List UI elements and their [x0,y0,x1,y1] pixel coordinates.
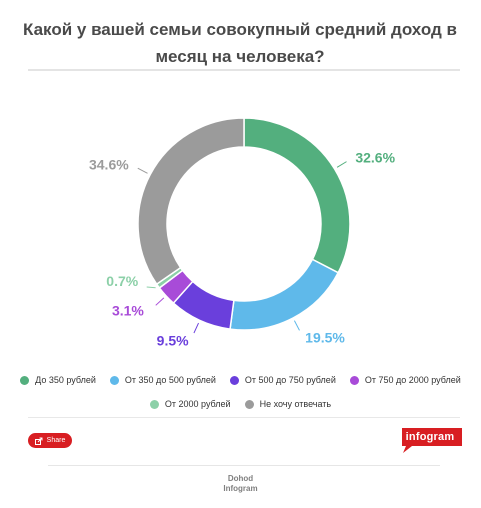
chart-title: Какой у вашей семьи совокупный средний д… [20,16,460,70]
donut-slice-1[interactable] [243,117,351,274]
legend-swatch-5 [149,399,159,409]
infogram-logo-text: infogram [405,431,455,443]
leader-line-2 [293,320,300,331]
donut-slice-6[interactable] [137,117,245,286]
chart-legend: До 350 рублей От 350 до 500 рублей От 500 … [0,373,481,411]
legend-label-1: До 350 рублей [35,375,96,385]
legend-swatch-6 [244,399,254,409]
legend-label-6: Не хочу отвечать [259,399,332,409]
chart-title-line2: месяц на человека? [155,47,325,66]
leader-line-4 [155,297,165,306]
legend-item-4[interactable]: От 750 до 2000 рублей [349,375,461,385]
footer-link-infogram[interactable]: Infogram [223,484,258,493]
leader-line-3 [193,322,199,334]
footer-link-dohod[interactable]: Dohod [227,474,254,483]
chart-title-line1: Какой у вашей семьи совокупный средний д… [23,20,457,39]
share-button[interactable]: Share [28,433,72,448]
legend-label-4: От 750 до 2000 рублей [364,375,461,385]
legend-item-1[interactable]: До 350 рублей [20,375,96,385]
donut-chart: 32.6% 19.5% 9.5% 3.1% 0.7% 34.6% [89,117,396,348]
legend-item-3[interactable]: От 500 до 750 рублей [229,375,336,385]
share-label: Share [46,437,66,444]
data-label-5: 0.7% [106,273,138,289]
title-divider [28,69,460,71]
legend-item-6[interactable]: Не хочу отвечать [244,399,332,409]
share-icon [34,437,43,445]
bottom-divider [28,417,460,418]
legend-row-1: До 350 рублей От 350 до 500 рублей От 500 … [0,373,481,387]
legend-row-2: От 2000 рублей Не хочу отвечать [0,397,481,411]
legend-label-3: От 500 до 750 рублей [244,375,336,385]
legend-item-5[interactable]: От 2000 рублей [149,399,231,409]
infogram-logo[interactable]: infogram [398,428,462,454]
data-label-6: 34.6% [89,156,129,172]
leader-line-5 [146,286,156,289]
legend-swatch-2 [109,375,119,385]
leader-line-1 [336,161,347,168]
footer-divider [48,465,440,466]
legend-label-5: От 2000 рублей [164,399,231,409]
legend-swatch-1 [20,375,30,385]
legend-item-2[interactable]: От 350 до 500 рублей [109,375,216,385]
footer-links: Dohod Infogram [0,474,481,494]
legend-swatch-3 [229,375,239,385]
legend-swatch-4 [349,375,359,385]
data-label-1: 32.6% [355,149,395,165]
data-label-2: 19.5% [305,329,345,345]
donut-slice-2[interactable] [229,258,340,331]
legend-label-2: От 350 до 500 рублей [124,375,216,385]
data-label-4: 3.1% [112,303,144,319]
data-label-3: 9.5% [157,332,189,348]
leader-line-6 [137,167,148,174]
infogram-logo-shape [402,428,462,453]
